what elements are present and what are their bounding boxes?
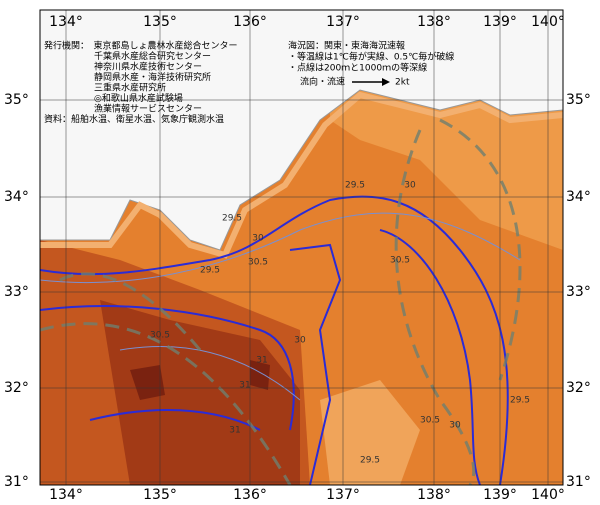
lat-label-left: 31° (4, 474, 29, 490)
isotherm-dashed (40, 212, 521, 401)
lat-label-left: 32° (4, 380, 29, 396)
note-line: ・点線は200ｍと1000ｍの等深線 (288, 62, 427, 74)
coastal-band (40, 91, 563, 259)
contour-label: 30.5 (420, 416, 440, 426)
lat-label-left: 35° (4, 92, 29, 108)
issuer-line: 三重県水産研究所 (94, 82, 166, 94)
lon-label-top: 138° (417, 14, 451, 30)
lon-label-top: 137° (326, 14, 360, 30)
cool-patch (320, 380, 420, 485)
lon-label-bottom: 135° (143, 487, 177, 503)
speed-label: 2kt (395, 78, 410, 88)
lat-label-right: 35° (566, 92, 591, 108)
lat-label-left: 33° (4, 284, 29, 300)
lat-label-right: 32° (566, 380, 591, 396)
contour-label: 29.5 (510, 396, 530, 406)
contour-label: 30 (252, 234, 264, 244)
flow-arrowhead (382, 78, 390, 86)
contour-label: 29.5 (360, 456, 380, 466)
land (40, 10, 563, 251)
lon-label-top: 134° (49, 14, 83, 30)
isotherms (40, 195, 509, 485)
lat-label-right: 31° (566, 474, 591, 490)
issuer-line: 神奈川県水産技術センター (94, 61, 202, 73)
lon-label-bottom: 139° (483, 487, 517, 503)
contour-label: 31 (229, 426, 240, 436)
issuer-line: ◎和歌山県水産試験場 (94, 92, 183, 104)
lon-label-bottom: 134° (49, 487, 83, 503)
lon-label-bottom: 140° (531, 487, 565, 503)
contour-label: 31 (239, 381, 250, 391)
issuer-line: 静岡県水産・海洋技術研究所 (94, 71, 211, 83)
note-line: ・等温線は1℃毎が実線、0.5℃毎が破線 (288, 51, 454, 63)
lon-label-bottom: 137° (326, 487, 360, 503)
lon-label-top: 140° (531, 14, 565, 30)
kuroshio-axis (40, 118, 522, 485)
contour-label: 30.5 (248, 258, 268, 268)
flow-label: 流向・流速 (300, 76, 345, 88)
lat-label-right: 34° (566, 189, 591, 205)
graticule (40, 10, 563, 485)
lon-label-top: 135° (143, 14, 177, 30)
contour-label: 30.5 (150, 331, 170, 341)
lon-label-top: 136° (233, 14, 267, 30)
contour-label: 31 (256, 356, 267, 366)
issuer-line: 資料：船舶水温、衛星水温、気象庁観測水温 (44, 113, 224, 125)
contour-label: 30 (294, 336, 306, 346)
flow-legend: 流向・流速 2kt (300, 76, 410, 88)
warmest-patch (130, 360, 270, 400)
contour-label: 30.5 (390, 256, 410, 266)
contour-label: 29.5 (222, 214, 242, 224)
lon-label-bottom: 136° (233, 487, 267, 503)
lat-label-left: 34° (4, 189, 29, 205)
lon-label-top: 139° (483, 14, 517, 30)
lon-label-bottom: 138° (417, 487, 451, 503)
map-area (40, 10, 563, 485)
issuer-line: 千葉県水産総合研究センター (94, 50, 211, 62)
map-frame (39, 9, 564, 486)
contour-label: 30 (449, 421, 461, 431)
contour-label: 29.5 (345, 181, 365, 191)
contour-label: 29.5 (200, 266, 220, 276)
contour-label: 30 (404, 181, 416, 191)
info-panel: 発行機関： 東京都島しょ農林水産総合センター千葉県水産総合研究センター神奈川県水… (44, 40, 454, 126)
note-line: 海況図：関東・東海海況速報 (288, 40, 405, 52)
lat-label-right: 33° (566, 284, 591, 300)
issuer-line: 発行機関： 東京都島しょ農林水産総合センター (44, 40, 238, 52)
issuer-line: 漁業情報サービスセンター (94, 103, 202, 115)
